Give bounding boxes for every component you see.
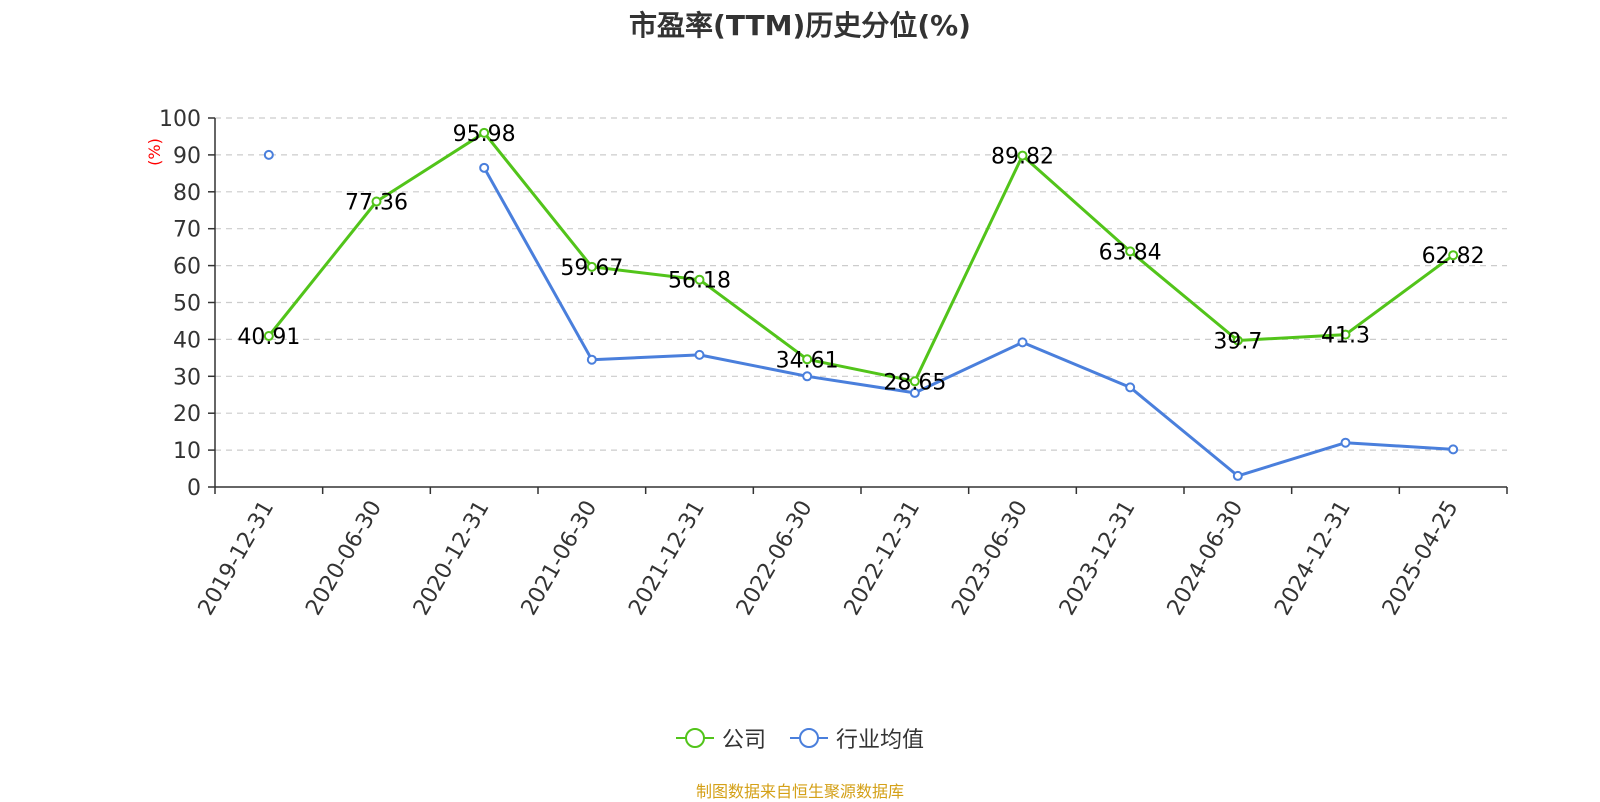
- series-0-point[interactable]: [802, 354, 813, 365]
- x-tick-label: 2020-06-30: [301, 497, 387, 620]
- x-tick-label: 2024-12-31: [1270, 497, 1356, 620]
- series-line-0: [267, 131, 1455, 383]
- x-tick-label: 2023-06-30: [947, 497, 1033, 620]
- y-axis-label: (%): [145, 138, 164, 166]
- series-1-point[interactable]: [479, 162, 490, 173]
- series-1-point[interactable]: [1017, 337, 1028, 348]
- data-label: 28.65: [883, 370, 946, 395]
- data-label: 41.3: [1321, 324, 1370, 349]
- y-tick-label: 0: [187, 476, 201, 501]
- y-tick-label: 10: [173, 439, 201, 464]
- series-0-point[interactable]: [1125, 246, 1136, 257]
- data-label: 77.36: [345, 191, 408, 216]
- legend-company-marker-icon: [675, 728, 714, 748]
- data-label: 39.7: [1213, 330, 1262, 355]
- x-tick-label: 2022-12-31: [840, 496, 926, 619]
- series-0-point[interactable]: [263, 331, 274, 342]
- y-tick-label: 80: [173, 181, 201, 206]
- series-0-point[interactable]: [1232, 335, 1243, 346]
- y-tick-label: 90: [173, 144, 201, 169]
- legend-label-company: 公司: [721, 728, 766, 753]
- legend: 公司 行业均值: [0, 722, 1600, 754]
- series-1-point[interactable]: [263, 149, 274, 160]
- series-0-point[interactable]: [909, 376, 920, 387]
- y-tick-label: 40: [173, 328, 201, 353]
- y-tick-label: 50: [173, 292, 201, 317]
- data-label: 59.67: [560, 256, 623, 281]
- series-0-point[interactable]: [1448, 250, 1459, 261]
- series-1-point[interactable]: [1448, 444, 1459, 455]
- legend-item-industry-average[interactable]: 行业均值: [790, 722, 924, 754]
- y-tick-label: 70: [173, 218, 201, 243]
- x-tick-label: 2025-04-25: [1378, 497, 1464, 620]
- data-label: 63.84: [1099, 240, 1162, 265]
- series-0-point[interactable]: [371, 196, 382, 207]
- legend-item-company[interactable]: 公司: [675, 722, 766, 754]
- grid-layer: [215, 117, 1507, 451]
- legend-industry-marker-icon: [790, 728, 828, 748]
- data-label: 89.82: [991, 145, 1054, 170]
- legend-label-industry-average: 行业均值: [836, 728, 925, 753]
- series-0-point[interactable]: [1017, 150, 1028, 161]
- chart-title: 市盈率(TTM)历史分位(%): [629, 9, 971, 42]
- x-tick-label: 2024-06-30: [1163, 497, 1249, 620]
- data-label: 95.98: [453, 122, 516, 147]
- y-tick-label: 60: [173, 255, 201, 280]
- series-line-1: [482, 167, 1454, 478]
- x-tick-label: 2019-12-31: [194, 497, 280, 620]
- series-1-point[interactable]: [802, 371, 813, 382]
- x-tick-label: 2022-06-30: [732, 497, 818, 620]
- y-tick-label: 30: [173, 365, 201, 390]
- x-tick-label: 2021-12-31: [624, 497, 710, 620]
- series-1-point[interactable]: [1232, 470, 1243, 481]
- series-0-point[interactable]: [694, 274, 705, 285]
- data-label: 34.61: [776, 348, 839, 373]
- series-0-point[interactable]: [1340, 329, 1351, 340]
- source-note: 制图数据来自恒生聚源数据库: [695, 782, 904, 801]
- y-tick-label: 100: [159, 107, 201, 132]
- series-1-point[interactable]: [1125, 382, 1136, 393]
- series-0-point[interactable]: [479, 127, 490, 138]
- series-1-point[interactable]: [909, 387, 920, 398]
- x-tick-label: 2023-12-31: [1055, 497, 1141, 620]
- data-label: 56.18: [668, 269, 731, 294]
- y-tick-label: 20: [173, 402, 201, 427]
- series-1-point[interactable]: [694, 349, 705, 360]
- series-1-point[interactable]: [586, 354, 597, 365]
- series-1-point[interactable]: [1340, 437, 1351, 448]
- data-label: 62.82: [1422, 244, 1485, 269]
- x-tick-label: 2021-06-30: [517, 497, 603, 620]
- x-tick-label: 2020-12-31: [409, 496, 495, 619]
- data-label: 40.91: [237, 325, 300, 350]
- series-0-point[interactable]: [586, 261, 597, 272]
- series-layer: [263, 127, 1459, 481]
- label-layer: 40.91 77.36 95.98 59.67 56.18 34.61 28.65 89.82…: [237, 122, 1484, 395]
